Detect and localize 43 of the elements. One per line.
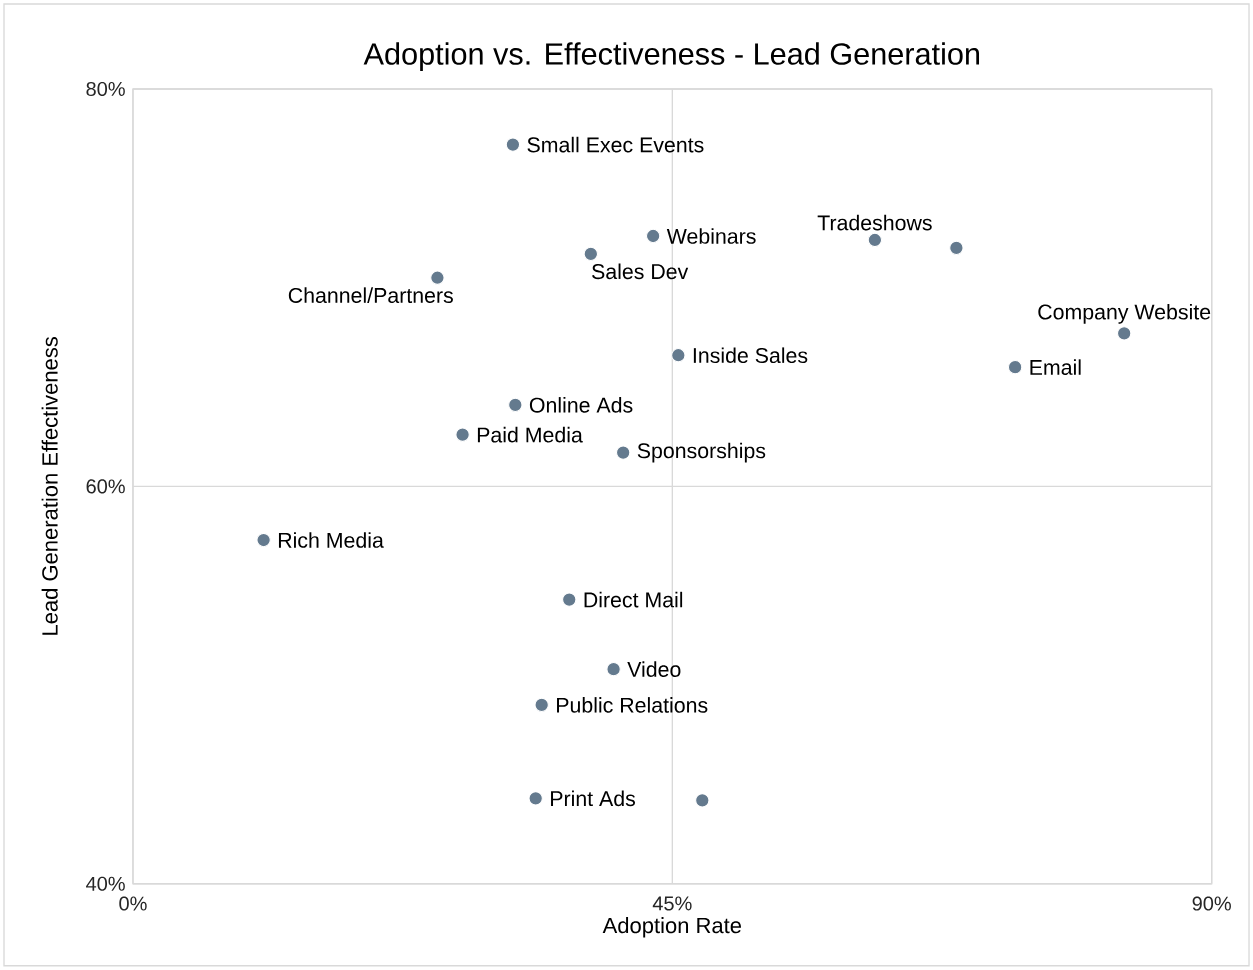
point <box>562 592 577 607</box>
annotation: Public Relations <box>557 697 708 713</box>
annotation: Online Ads <box>529 397 633 413</box>
point <box>615 445 631 460</box>
annotation: Sales Dev <box>592 263 689 280</box>
y-tick-label: 80% <box>86 82 125 97</box>
annotation: Rich Media <box>278 532 384 548</box>
x-axis-title: Adoption Rate <box>602 917 741 938</box>
point <box>1007 360 1023 375</box>
point <box>645 228 661 244</box>
point <box>949 240 964 256</box>
annotation: Video <box>627 661 681 678</box>
point <box>534 697 549 713</box>
annotation: Small Exec Events <box>527 136 704 153</box>
annotation: Sponsorships <box>637 442 766 463</box>
annotation: Direct Mail <box>584 591 683 608</box>
x-tick-label: 45% <box>652 896 692 911</box>
point <box>695 793 710 808</box>
annotation: Print Ads <box>551 790 636 807</box>
point <box>528 791 543 806</box>
x-tick-label: 0% <box>119 896 147 911</box>
point <box>505 137 521 152</box>
point <box>256 532 271 548</box>
point <box>867 232 883 248</box>
y-axis-title: Lead Generation Effectiveness <box>41 337 58 635</box>
annotation: Webinars <box>666 228 756 244</box>
annotation: Paid Media <box>477 427 583 443</box>
annotation: Company Website <box>1038 304 1211 324</box>
y-tick-label: 60% <box>86 479 125 494</box>
x-tick-label: 90% <box>1192 896 1231 911</box>
y-tick-label: 40% <box>86 876 125 891</box>
point <box>583 246 599 262</box>
annotation: Tradeshows <box>817 214 932 231</box>
point <box>1116 326 1132 341</box>
annotation: Email <box>1030 359 1081 376</box>
annotation: Channel/Partners <box>288 287 453 304</box>
point <box>455 427 470 443</box>
point <box>606 662 621 677</box>
point <box>508 397 523 413</box>
chart-title: Adoption vs. Effectiveness - Lead Generation <box>363 42 980 72</box>
point <box>671 348 686 363</box>
point <box>430 270 445 286</box>
annotation: Inside Sales <box>693 347 808 364</box>
